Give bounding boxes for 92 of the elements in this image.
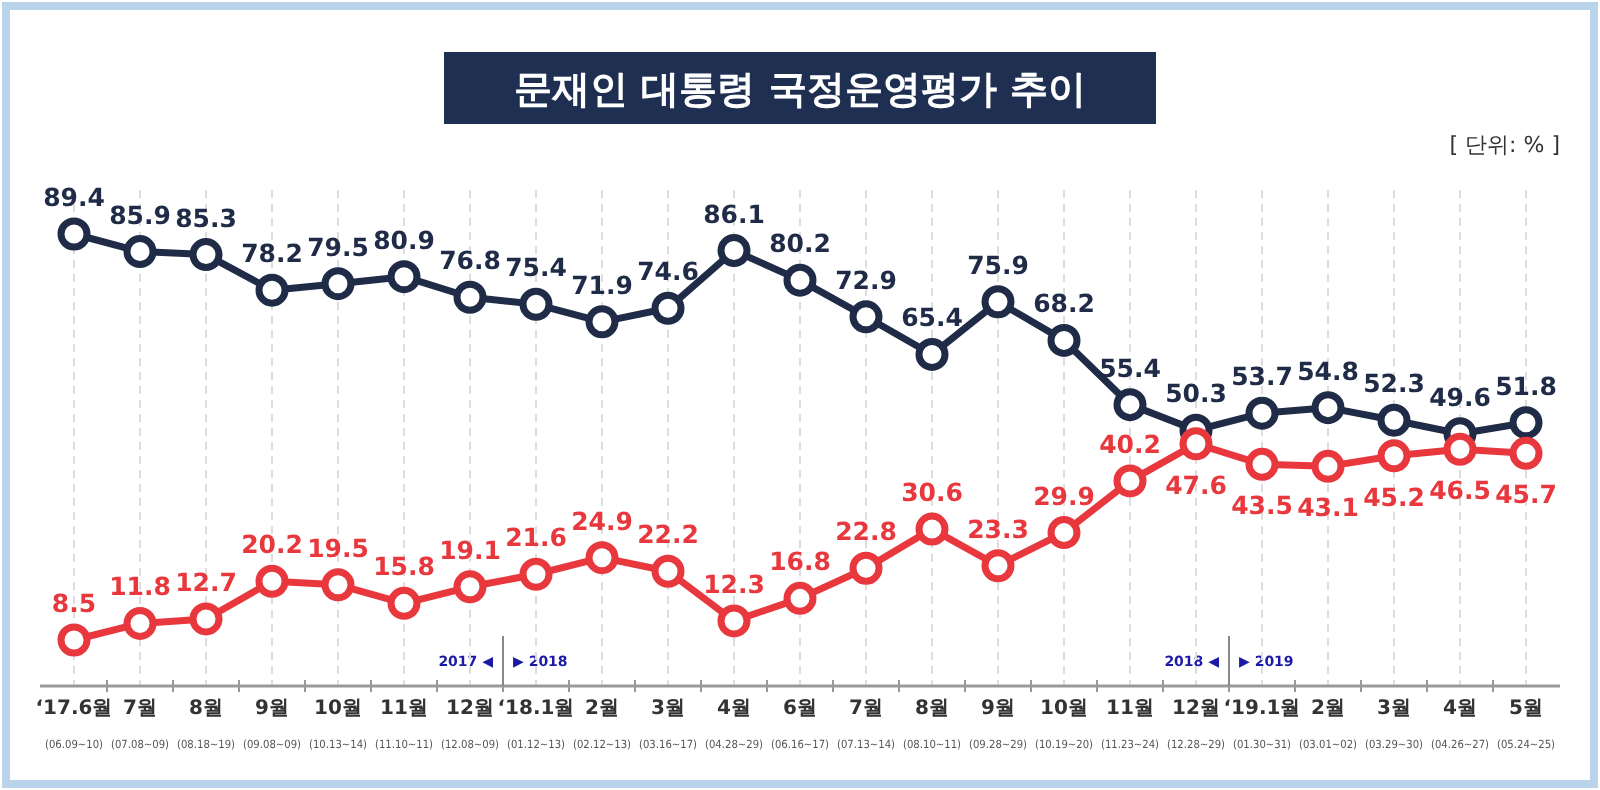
point — [915, 337, 949, 371]
data-label: 21.6 — [505, 522, 568, 553]
data-label: 40.2 — [1099, 428, 1161, 459]
point — [585, 541, 619, 575]
point — [1047, 323, 1081, 357]
data-label: 45.7 — [1495, 479, 1557, 510]
point — [387, 260, 421, 294]
point — [1311, 391, 1345, 425]
data-label: 29.9 — [1033, 480, 1095, 511]
point — [57, 623, 91, 657]
data-label: 80.9 — [373, 224, 435, 255]
point — [717, 604, 751, 638]
data-label: 22.8 — [835, 516, 897, 547]
point — [321, 267, 355, 301]
point — [783, 581, 817, 615]
point — [1245, 447, 1279, 481]
data-label: 23.3 — [967, 513, 1029, 544]
point — [585, 305, 619, 339]
data-label: 68.2 — [1033, 288, 1095, 319]
point — [387, 586, 421, 620]
point — [1377, 403, 1411, 437]
data-label: 22.2 — [637, 519, 699, 550]
data-label: 11.8 — [109, 571, 171, 602]
point — [1311, 449, 1345, 483]
point — [1113, 464, 1147, 498]
data-label: 52.3 — [1363, 368, 1425, 399]
data-label: 15.8 — [373, 551, 435, 582]
data-label: 76.8 — [439, 245, 501, 276]
data-label: 43.1 — [1297, 492, 1359, 523]
data-label: 72.9 — [835, 264, 897, 295]
data-label: 49.6 — [1429, 381, 1492, 412]
data-label: 85.9 — [109, 199, 171, 230]
point — [1113, 388, 1147, 422]
data-label: 20.2 — [241, 529, 303, 560]
data-label: 16.8 — [769, 546, 831, 577]
data-label: 85.3 — [175, 202, 237, 233]
data-label: 50.3 — [1165, 378, 1227, 409]
data-label: 45.2 — [1363, 481, 1425, 512]
point — [717, 234, 751, 268]
data-label: 89.4 — [43, 182, 106, 212]
data-label: 78.2 — [241, 238, 303, 269]
point — [123, 606, 157, 640]
point — [849, 300, 883, 334]
point — [321, 568, 355, 602]
point — [1443, 432, 1477, 466]
data-label: 75.9 — [967, 249, 1029, 280]
data-label: 43.5 — [1231, 490, 1293, 521]
data-label: 86.1 — [703, 198, 765, 229]
point — [123, 235, 157, 269]
point — [651, 554, 685, 588]
data-label: 79.5 — [307, 231, 369, 262]
point — [849, 551, 883, 585]
point — [519, 287, 553, 321]
point — [189, 238, 223, 272]
point — [1377, 439, 1411, 473]
data-label: 75.4 — [505, 252, 568, 283]
point — [453, 280, 487, 314]
point — [57, 217, 91, 251]
data-label: 53.7 — [1231, 361, 1293, 392]
point — [453, 570, 487, 604]
point — [255, 273, 289, 307]
point — [1245, 396, 1279, 430]
data-label: 12.3 — [703, 568, 765, 599]
data-label: 80.2 — [769, 228, 831, 259]
point — [981, 549, 1015, 583]
point — [519, 557, 553, 591]
point — [1509, 436, 1543, 470]
point — [783, 263, 817, 297]
point — [1047, 516, 1081, 550]
point — [255, 564, 289, 598]
data-label: 30.6 — [901, 477, 964, 508]
data-label: 8.5 — [51, 588, 97, 618]
point — [981, 285, 1015, 319]
point — [651, 291, 685, 325]
data-label: 65.4 — [901, 302, 964, 333]
data-label: 51.8 — [1495, 370, 1557, 401]
data-label: 19.5 — [307, 532, 369, 563]
chart-title: 문재인 대통령 국정운영평가 추이 — [514, 68, 1086, 112]
data-label: 74.6 — [637, 256, 700, 287]
data-label: 47.6 — [1165, 469, 1228, 500]
data-label: 19.1 — [439, 534, 501, 565]
data-label: 55.4 — [1099, 352, 1162, 383]
data-label: 54.8 — [1297, 355, 1359, 386]
data-label: 12.7 — [175, 566, 237, 597]
point — [1509, 406, 1543, 440]
data-label: 24.9 — [571, 505, 633, 536]
text: [ 단위: % ] — [1449, 132, 1560, 158]
point — [189, 602, 223, 636]
point — [1179, 427, 1213, 461]
data-label: 46.5 — [1429, 475, 1491, 506]
point — [915, 512, 949, 546]
data-label: 71.9 — [571, 269, 633, 300]
